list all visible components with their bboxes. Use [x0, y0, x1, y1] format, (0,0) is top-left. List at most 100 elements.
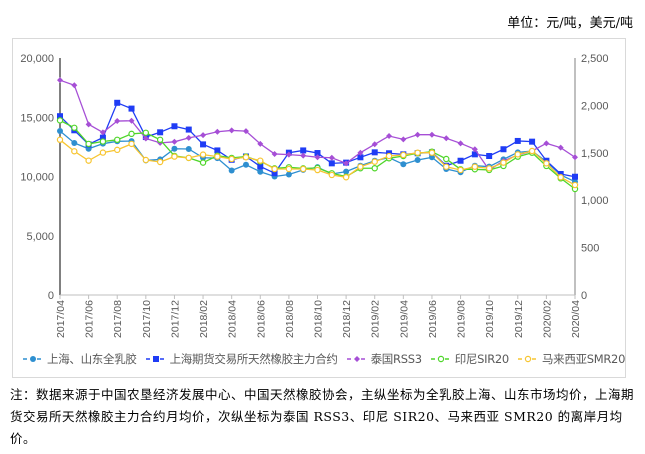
left-y-tick-label: 15,000: [20, 112, 54, 124]
left-y-tick-label: 20,000: [20, 53, 54, 65]
data-point: [185, 154, 192, 162]
data-point: [85, 140, 92, 148]
data-point: [371, 165, 378, 172]
legend-item: 上海、山东全乳胶: [22, 351, 137, 367]
x-tick-label: 2018/08: [284, 300, 296, 338]
data-point: [285, 151, 292, 158]
data-point: [128, 105, 135, 112]
data-point: [257, 163, 264, 170]
data-point: [428, 131, 435, 138]
data-point: [500, 159, 507, 166]
data-point: [57, 113, 63, 120]
data-point: [314, 166, 321, 174]
x-tick-label: 2017/06: [84, 300, 96, 338]
legend-marker-icon: [430, 355, 451, 363]
data-point: [242, 161, 249, 168]
data-point: [56, 136, 64, 144]
data-point: [572, 173, 578, 180]
data-point: [156, 158, 164, 166]
data-point: [371, 149, 378, 156]
data-point: [128, 140, 135, 148]
x-tick-label: 2019/04: [398, 300, 410, 338]
data-point: [428, 149, 436, 156]
data-point: [71, 82, 78, 89]
data-point: [386, 133, 393, 140]
data-point: [157, 129, 164, 136]
data-point: [314, 150, 321, 157]
x-tick-label: 2018/12: [341, 300, 353, 338]
data-point: [400, 151, 407, 159]
legend-marker-icon: [346, 356, 367, 362]
legend-marker-icon: [23, 356, 43, 362]
data-point: [257, 140, 264, 147]
data-point: [514, 151, 521, 158]
data-point: [114, 118, 121, 125]
data-point: [142, 129, 150, 136]
data-point: [214, 153, 221, 160]
data-point: [271, 150, 278, 157]
data-point: [328, 171, 336, 179]
data-point: [428, 154, 435, 161]
left-y-tick-label: 0: [48, 290, 54, 302]
data-point: [214, 147, 221, 154]
data-point: [371, 158, 378, 165]
data-point: [400, 161, 407, 168]
data-point: [357, 163, 364, 170]
data-point: [142, 156, 150, 164]
data-point: [486, 152, 493, 159]
x-tick-label: 2017/04: [55, 300, 67, 338]
data-point: [171, 138, 178, 145]
data-point: [385, 152, 393, 160]
data-point: [357, 154, 364, 161]
data-point: [257, 168, 264, 175]
footnote: 注：数据来源于中国农垦经济发展中心、中国天然橡胶协会，主纵坐标为全乳胶上海、山东…: [10, 387, 635, 446]
data-point: [572, 154, 578, 161]
data-point: [128, 117, 135, 124]
legend-item: 马来西亚SMR20: [517, 351, 625, 367]
data-point: [414, 157, 421, 164]
data-point: [171, 123, 178, 130]
right-y-tick-label: 2,000: [581, 100, 609, 112]
data-point: [471, 163, 479, 170]
data-point: [443, 163, 450, 170]
data-point: [200, 132, 207, 139]
data-point: [71, 139, 78, 146]
data-point: [285, 165, 293, 173]
right-y-tick-label: 0: [581, 290, 587, 302]
data-point: [557, 174, 564, 181]
right-y-tick-label: 2,500: [581, 53, 609, 65]
data-point: [200, 141, 207, 148]
x-tick-label: 2018/06: [255, 300, 267, 338]
data-point: [171, 153, 178, 160]
data-point: [228, 127, 235, 134]
x-tick-label: 2018/02: [198, 300, 210, 338]
data-point: [171, 145, 178, 152]
data-point: [85, 157, 92, 164]
data-point: [85, 121, 92, 128]
data-point: [57, 77, 63, 84]
legend-marker-icon: [145, 356, 166, 362]
data-point: [285, 171, 292, 178]
data-point: [557, 144, 564, 151]
data-point: [529, 138, 536, 145]
legend-label: 印尼SIR20: [454, 352, 510, 366]
data-point: [214, 128, 221, 135]
x-tick-label: 2017/12: [169, 300, 181, 338]
legend-item: 上海期货交易所天然橡胶主力合约: [145, 351, 338, 367]
data-point: [185, 146, 192, 153]
data-point: [471, 146, 478, 153]
data-point: [242, 154, 250, 161]
data-point: [457, 166, 464, 174]
data-point: [128, 130, 135, 138]
legend-label: 上海、山东全乳胶: [47, 352, 137, 366]
right-y-tick-label: 1,000: [581, 195, 609, 207]
x-tick-label: 2018/10: [313, 300, 325, 338]
legend-item: 印尼SIR20: [430, 351, 509, 367]
data-point: [199, 159, 207, 166]
data-point: [199, 151, 207, 158]
legend-item: 泰国RSS3: [346, 351, 422, 367]
left-y-tick-label: 10,000: [20, 172, 54, 184]
data-point: [528, 147, 536, 155]
data-point: [300, 147, 307, 154]
data-point: [71, 124, 78, 131]
